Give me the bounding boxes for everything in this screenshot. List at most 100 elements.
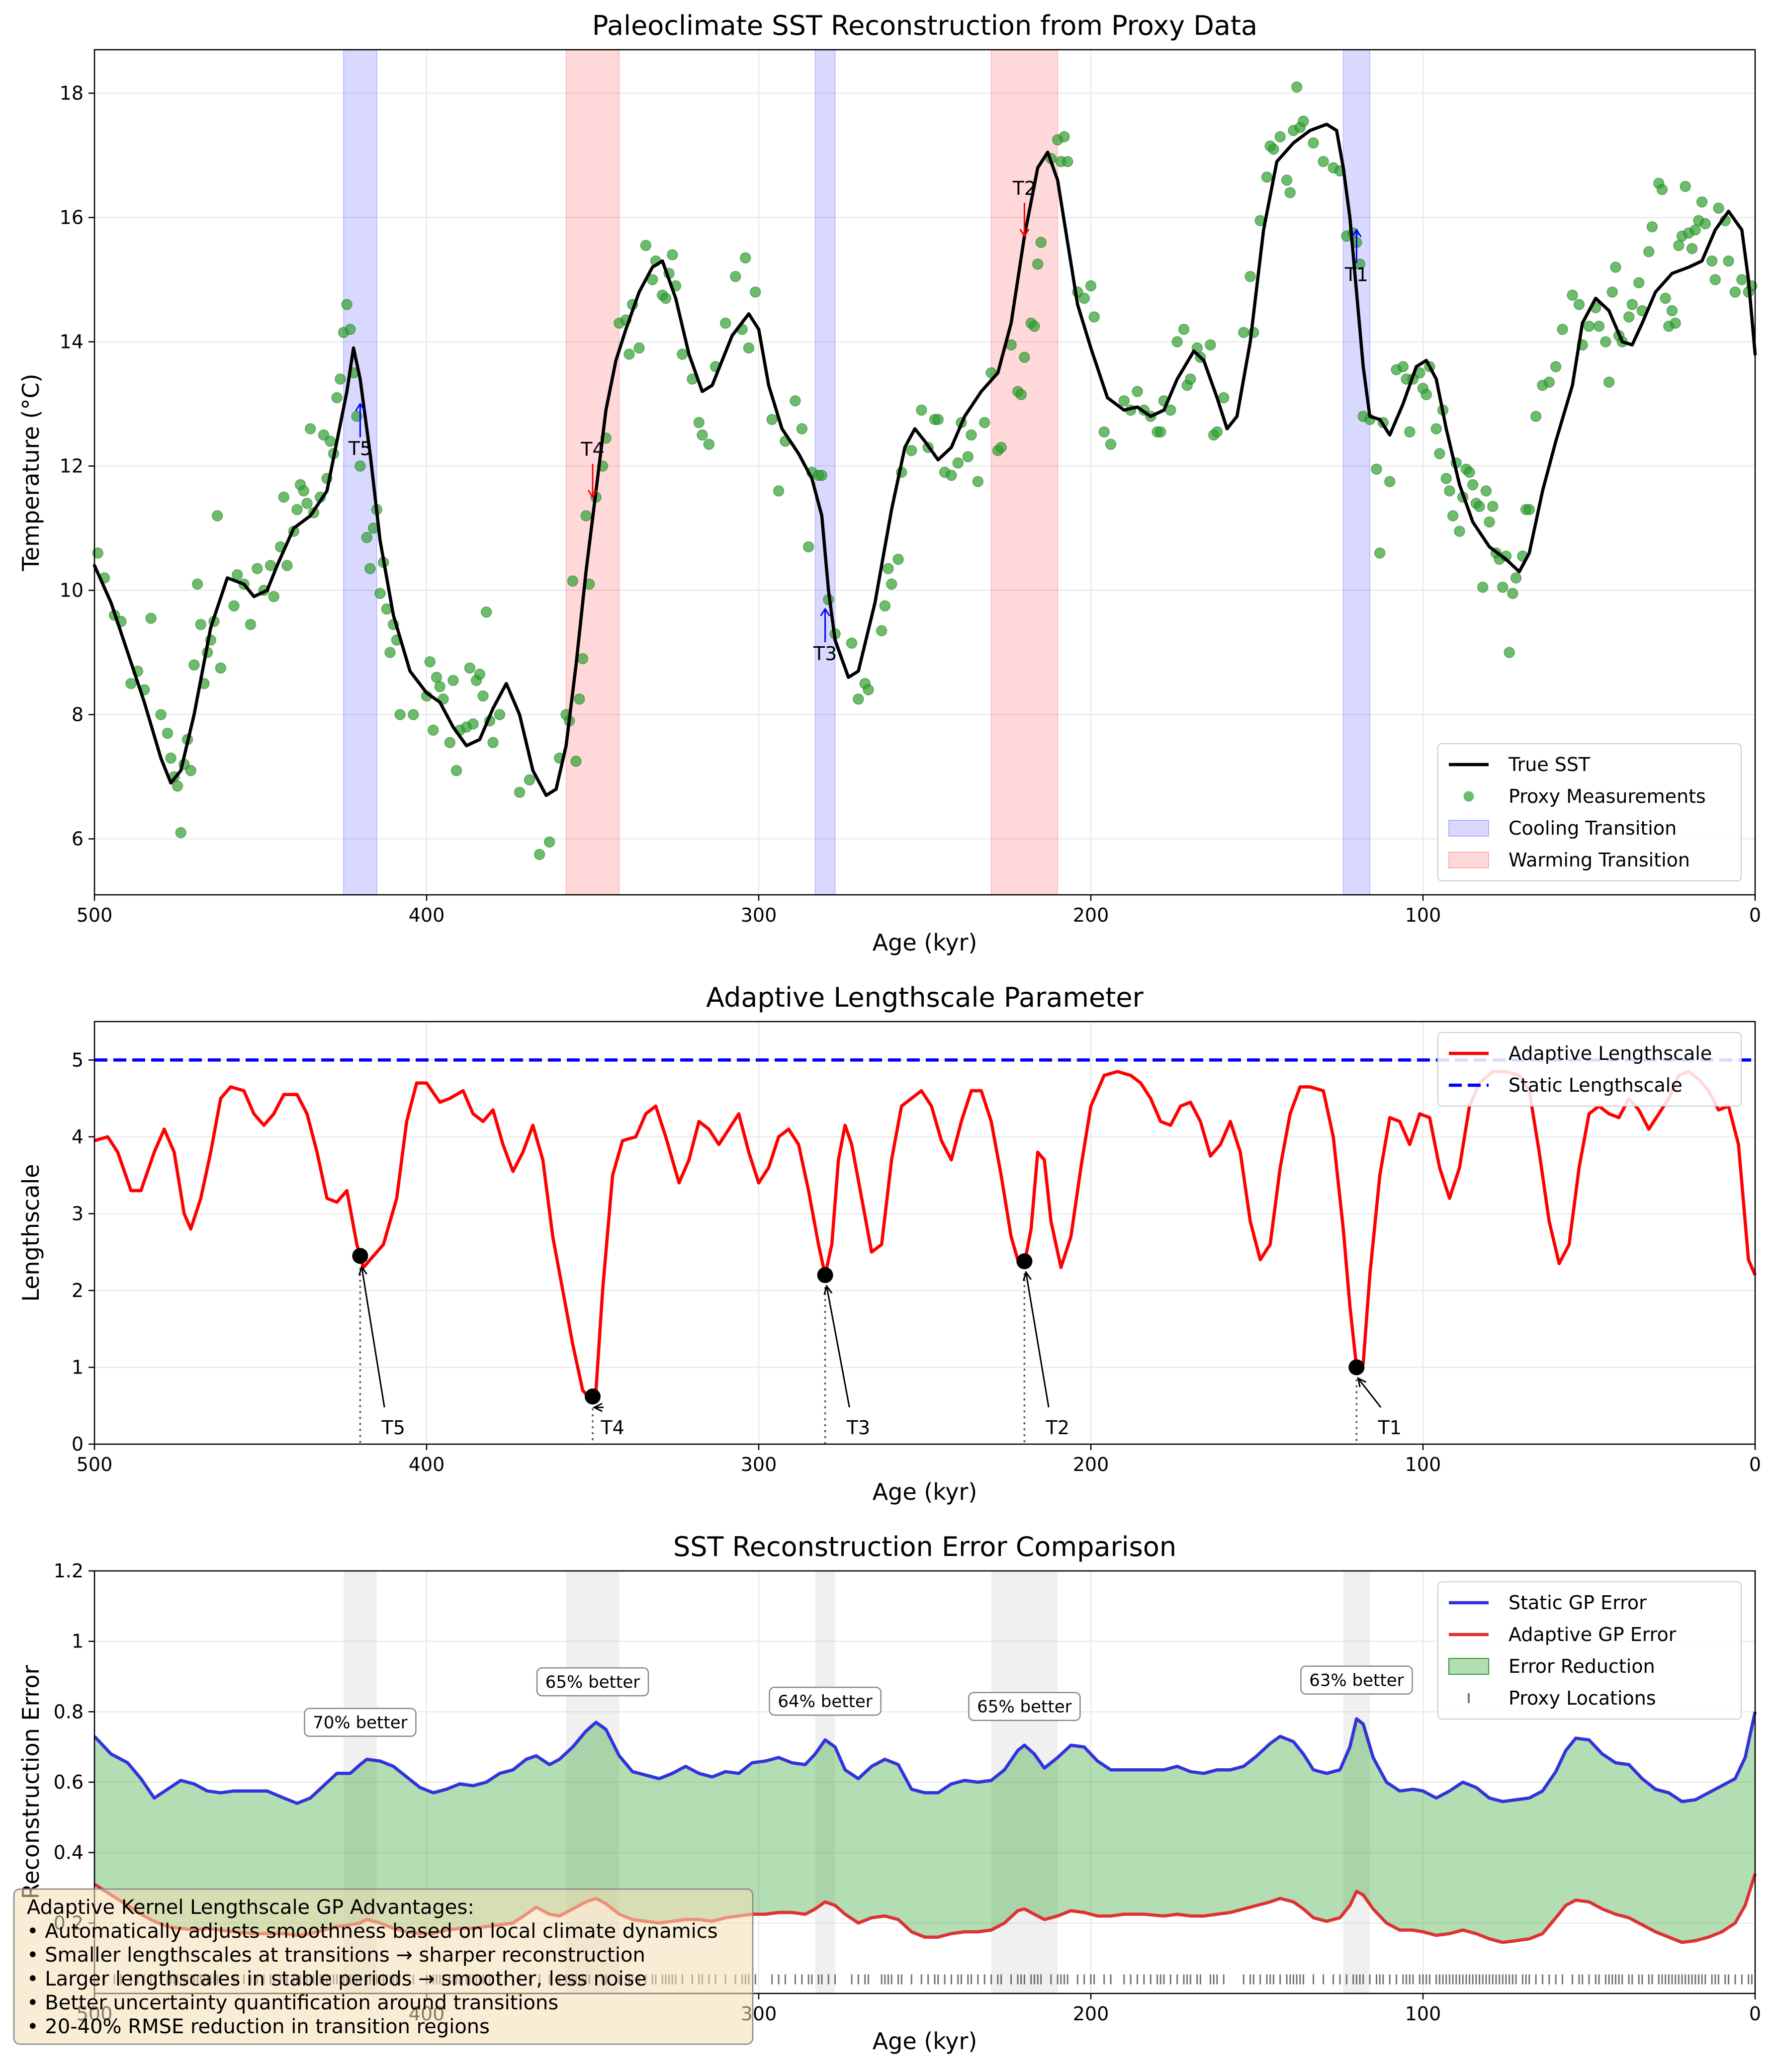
proxy-point xyxy=(886,578,897,590)
x-axis-label: Age (kyr) xyxy=(873,929,977,956)
proxy-point xyxy=(962,451,974,462)
proxy-point xyxy=(355,460,366,472)
x-axis-label: Age (kyr) xyxy=(873,1478,977,1505)
proxy-point xyxy=(574,693,585,705)
proxy-point xyxy=(1078,292,1090,304)
proxy-point xyxy=(1626,299,1638,310)
proxy-point xyxy=(1284,187,1296,198)
proxy-point xyxy=(946,470,957,481)
proxy-point xyxy=(1673,240,1685,251)
proxy-point xyxy=(1059,131,1070,143)
transition-arrow xyxy=(360,1267,385,1408)
legend-box xyxy=(1437,1581,1742,1720)
proxy-point xyxy=(162,727,174,739)
annotation-label: T3 xyxy=(813,643,837,665)
x-tick-label: 100 xyxy=(1405,904,1441,926)
plot-frame xyxy=(93,49,1756,896)
proxy-point xyxy=(633,342,645,354)
panel-sst-reconstruction: T5 T4 T3 T2 T1 500 400 300 200 100 0 6 8 10 12 14 16 18 Pa… xyxy=(17,10,1761,956)
transition-marker xyxy=(1016,1253,1033,1270)
proxy-point xyxy=(1497,582,1508,593)
transition-arrowhead xyxy=(1357,1377,1367,1387)
proxy-point xyxy=(995,441,1007,453)
proxy-point xyxy=(467,718,479,730)
proxy-point xyxy=(1132,386,1143,397)
panel-adaptive-lengthscale: T5 T4 T3 T2 T1 500 400 300 200 100 0 0 1 2 3 4 5 Adaptive… xyxy=(17,982,1761,1505)
proxy-point xyxy=(145,612,157,624)
y-tick-label: 12 xyxy=(60,455,84,477)
proxy-point xyxy=(1318,156,1329,168)
proxy-point xyxy=(846,637,858,649)
info-box-line: • Larger lengthscales in stable periods … xyxy=(27,1968,646,1990)
proxy-point xyxy=(1593,321,1605,332)
proxy-point xyxy=(1098,426,1110,437)
y-tick-label: 0.4 xyxy=(54,1842,84,1864)
improvement-callout-box xyxy=(968,1692,1081,1721)
proxy-point xyxy=(125,678,137,690)
transition-marker xyxy=(1348,1359,1365,1376)
proxy-point xyxy=(743,342,755,354)
proxy-point xyxy=(1404,426,1416,437)
annotation-arrowhead xyxy=(355,402,365,412)
proxy-point xyxy=(291,504,303,516)
proxy-point xyxy=(729,271,741,282)
proxy-point xyxy=(1374,547,1386,559)
improvement-callout: 70% better xyxy=(313,1713,407,1733)
proxy-point xyxy=(1118,395,1130,407)
legend-entry-proxy-locations: Proxy Locations xyxy=(1508,1687,1656,1709)
y-axis-label: Reconstruction Error xyxy=(17,1665,44,1899)
transition-label: T1 xyxy=(1378,1417,1402,1439)
proxy-point xyxy=(1706,255,1718,267)
y-tick-label: 5 xyxy=(72,1049,84,1071)
annotation-arrowhead xyxy=(1019,229,1030,238)
proxy-point xyxy=(394,709,406,720)
proxy-point xyxy=(1643,246,1655,258)
legend-entry-cooling-transition: Cooling Transition xyxy=(1508,817,1677,839)
proxy-point xyxy=(667,249,678,260)
y-tick-label: 16 xyxy=(60,207,84,229)
proxy-point xyxy=(231,569,243,581)
legend-entry-true-sst: True SST xyxy=(1508,754,1591,776)
proxy-point xyxy=(494,709,506,720)
proxy-point xyxy=(1729,286,1741,298)
proxy-point xyxy=(853,693,864,705)
true-sst-line xyxy=(92,122,1757,797)
proxy-point xyxy=(697,429,708,441)
proxy-point xyxy=(450,765,462,777)
proxy-point xyxy=(431,672,443,683)
warming-transition-band xyxy=(990,49,1059,895)
proxy-point xyxy=(1656,184,1668,195)
proxy-point xyxy=(1291,81,1303,93)
proxy-point xyxy=(474,669,486,680)
proxy-point xyxy=(677,348,688,360)
proxy-point xyxy=(1633,277,1645,288)
proxy-point xyxy=(623,348,635,360)
y-tick-label: 4 xyxy=(72,1126,84,1148)
proxy-point xyxy=(487,737,499,748)
proxy-point xyxy=(215,662,227,674)
proxy-point xyxy=(1371,463,1382,475)
proxy-point xyxy=(766,414,778,425)
proxy-point xyxy=(1474,501,1485,512)
proxy-point xyxy=(1032,259,1044,270)
annotation-label: T4 xyxy=(580,438,604,460)
proxy-point xyxy=(298,485,310,497)
proxy-point xyxy=(1397,361,1409,372)
proxy-point xyxy=(1015,389,1027,400)
proxy-point xyxy=(1600,336,1611,347)
x-axis-label: Age (kyr) xyxy=(873,2028,977,2055)
proxy-point xyxy=(1185,373,1196,385)
y-tick-label: 0.8 xyxy=(54,1701,84,1723)
proxy-point xyxy=(1211,426,1223,437)
legend-entry-proxy-measurements: Proxy Measurements xyxy=(1508,785,1706,807)
proxy-point xyxy=(1623,311,1635,323)
proxy-point xyxy=(577,653,589,665)
proxy-point xyxy=(693,417,705,429)
proxy-point xyxy=(916,404,927,416)
y-tick-label: 18 xyxy=(60,83,84,104)
x-tick-label: 500 xyxy=(77,904,113,926)
cooling-transition-band xyxy=(1342,49,1371,895)
x-tick-label: 400 xyxy=(409,904,445,926)
proxy-point xyxy=(447,675,459,686)
y-tick-label: 6 xyxy=(72,828,84,850)
